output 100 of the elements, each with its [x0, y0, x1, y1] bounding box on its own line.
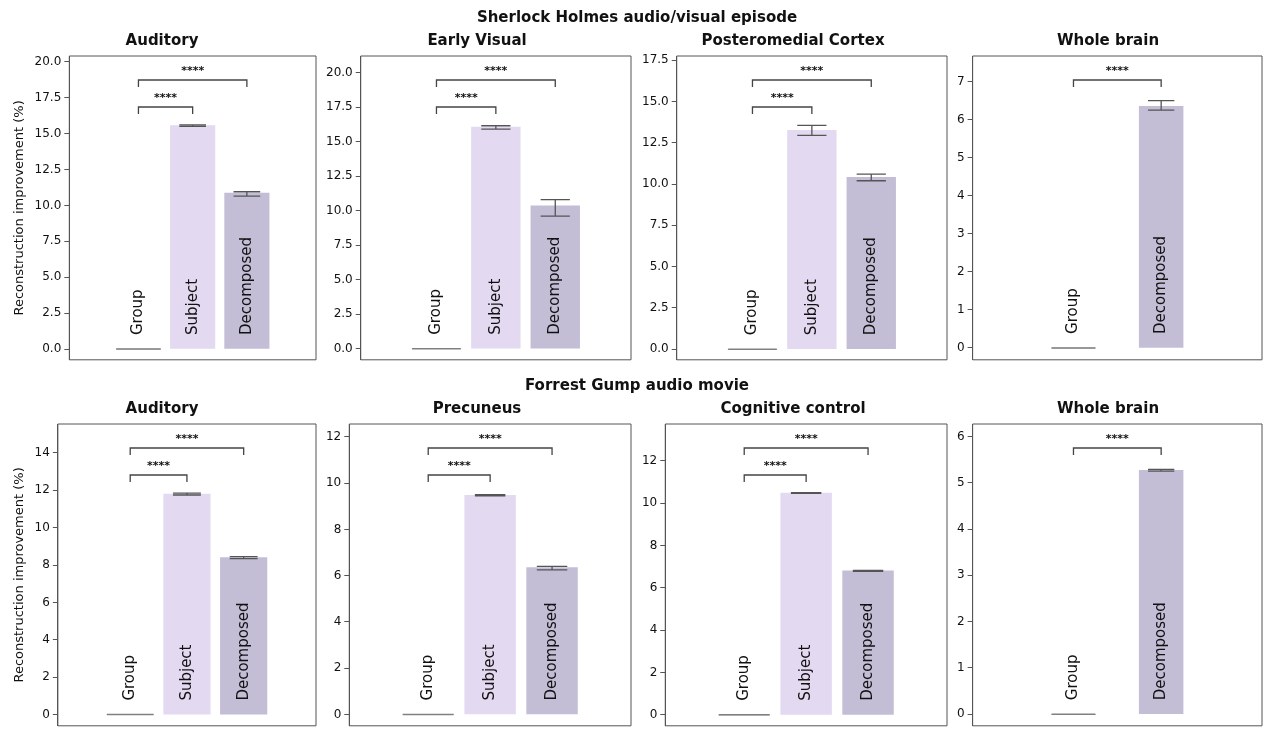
x-tick-label: Decomposed — [860, 237, 879, 336]
bar — [170, 125, 216, 349]
bar — [464, 494, 517, 715]
y-tick-label: 17.5 — [641, 52, 669, 67]
x-tick-label: Group — [418, 654, 437, 701]
y-tick-label: 12.5 — [326, 168, 354, 183]
y-tick-label: 20.0 — [34, 53, 62, 68]
y-tick-label: 0 — [333, 706, 342, 721]
y-tick-label: 2 — [956, 263, 965, 278]
annotation: **** — [147, 459, 171, 473]
y-tick-label: 6 — [956, 111, 965, 126]
y-tick-label: 6 — [42, 594, 50, 609]
y-tick-label: 5.0 — [649, 258, 669, 273]
annotation: **** — [478, 432, 503, 446]
x-tick-label: Subject — [182, 278, 201, 336]
bar — [530, 205, 581, 349]
chart-title: Auditory — [125, 398, 199, 417]
annotation: **** — [770, 91, 794, 105]
x-tick-label: Decomposed — [545, 236, 564, 335]
bar — [846, 177, 896, 350]
x-tick-label: Decomposed — [236, 236, 255, 336]
y-tick-label: 2 — [333, 660, 342, 675]
annotation: **** — [154, 91, 178, 105]
annotation: **** — [1105, 432, 1130, 446]
y-tick-label: 7.5 — [42, 233, 62, 248]
chart-title: Whole brain — [1056, 30, 1160, 49]
bar — [471, 126, 521, 349]
chart-subtitle: Forrest Gump audio movie — [523, 376, 751, 396]
y-tick-label: 5 — [956, 149, 965, 164]
y-tick-label: 15.0 — [34, 125, 62, 140]
y-tick-label: 2.5 — [649, 300, 669, 315]
y-tick-label: 10.0 — [326, 202, 354, 217]
y-tick-label: 17.5 — [326, 99, 354, 114]
x-tick-label: Decomposed — [1151, 235, 1170, 334]
y-tick-label: 10.0 — [641, 176, 669, 191]
y-tick-label: 7 — [956, 73, 965, 88]
y-tick-label: 6 — [956, 428, 965, 443]
annotation: **** — [763, 459, 787, 473]
bar — [224, 192, 270, 349]
y-tick-label: 0 — [42, 706, 50, 721]
y-tick-label: 12 — [641, 452, 657, 467]
y-tick-label: 15.0 — [641, 93, 669, 108]
y-tick-label: 0 — [956, 340, 965, 355]
y-tick-label: 5.0 — [42, 269, 62, 284]
chart-title: Early Visual — [427, 30, 527, 49]
chart-title: Whole brain — [1056, 398, 1160, 417]
y-tick-label: 7.5 — [649, 217, 669, 232]
annotation: **** — [484, 64, 508, 78]
y-tick-label: 6 — [333, 567, 342, 582]
x-tick-label: Group — [733, 655, 752, 701]
y-tick-label: 0.0 — [42, 341, 62, 356]
y-tick-label: 17.5 — [34, 89, 62, 104]
chart-subtitle: Sherlock Holmes audio/visual episode — [475, 8, 799, 28]
y-tick-label: 10 — [326, 475, 342, 490]
y-tick-label: 4 — [649, 622, 657, 637]
annotation: **** — [181, 64, 205, 78]
bar — [780, 492, 832, 715]
y-tick-label: 0.0 — [649, 341, 669, 356]
y-tick-label: 0 — [649, 706, 657, 721]
y-tick-label: 2 — [956, 613, 965, 628]
x-tick-label: Group — [1063, 654, 1082, 701]
y-tick-label: 12.5 — [641, 134, 669, 149]
y-tick-label: 6 — [649, 579, 657, 594]
y-tick-label: 0 — [956, 706, 965, 721]
x-tick-label: Group — [742, 289, 760, 336]
y-axis-title: Reconstruction improvement (%) — [11, 100, 27, 316]
y-tick-label: 10.0 — [34, 197, 62, 212]
chart-title: Precuneus — [433, 398, 522, 417]
y-tick-label: 4 — [333, 614, 342, 629]
y-tick-label: 10 — [641, 495, 657, 510]
y-tick-label: 10 — [34, 519, 50, 534]
x-tick-label: Decomposed — [1151, 602, 1170, 701]
y-tick-label: 4 — [42, 631, 50, 646]
y-tick-label: 8 — [649, 537, 657, 552]
y-tick-label: 12.5 — [34, 161, 62, 176]
y-tick-label: 2 — [649, 664, 657, 679]
annotation: **** — [175, 432, 199, 446]
annotation: **** — [454, 91, 479, 105]
y-tick-label: 5.0 — [333, 271, 354, 286]
bar — [786, 130, 837, 350]
x-tick-label: Subject — [795, 644, 814, 701]
x-tick-label: Decomposed — [542, 602, 561, 701]
annotation: **** — [794, 432, 818, 446]
y-tick-label: 5 — [956, 474, 965, 489]
y-tick-label: 2.5 — [333, 306, 354, 321]
bar — [220, 557, 268, 715]
y-tick-label: 2 — [42, 669, 50, 684]
x-tick-label: Decomposed — [857, 602, 876, 701]
x-tick-label: Group — [128, 289, 147, 336]
x-tick-label: Group — [120, 654, 139, 701]
bar — [526, 567, 579, 715]
x-tick-label: Subject — [486, 278, 505, 335]
y-tick-label: 1 — [956, 302, 965, 317]
chart-title: Cognitive control — [720, 398, 866, 417]
y-tick-label: 8 — [333, 521, 342, 536]
annotation: **** — [448, 459, 472, 473]
y-tick-label: 4 — [956, 187, 965, 202]
y-tick-label: 2.5 — [42, 305, 62, 320]
chart-title: Posteromedial Cortex — [701, 30, 885, 49]
x-tick-label: Group — [426, 289, 445, 335]
